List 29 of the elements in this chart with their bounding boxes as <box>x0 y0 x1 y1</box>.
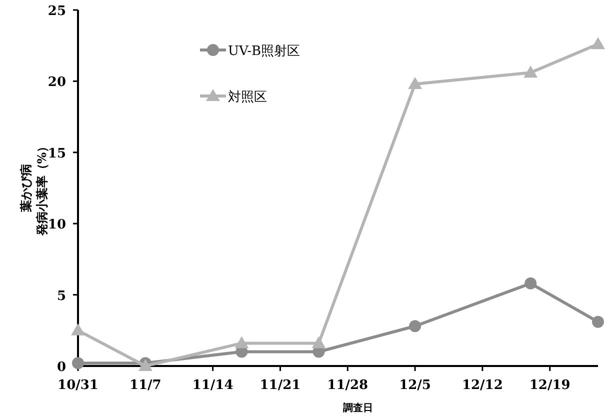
text: 発病小葉率（%） <box>35 140 49 236</box>
point <box>591 37 605 50</box>
x-tick-label: 11/14 <box>192 378 234 393</box>
x-tick-label: 10/31 <box>58 378 98 393</box>
legend-label: 対照区 <box>228 89 267 105</box>
point <box>409 320 422 332</box>
x-tick-label: 12/5 <box>399 378 431 393</box>
point <box>312 336 326 348</box>
point <box>592 316 604 328</box>
y-tick-label: 25 <box>48 4 66 19</box>
point <box>408 77 422 90</box>
point <box>72 357 84 370</box>
y-tick-label: 5 <box>56 288 66 304</box>
y-tick-label: 20 <box>48 75 66 90</box>
point <box>71 323 85 336</box>
y-tick-label: 0 <box>56 360 66 375</box>
y-tick-label: 15 <box>48 146 66 162</box>
x-tick-label: 12/12 <box>462 378 503 393</box>
point <box>524 277 537 290</box>
y-tick-label: 10 <box>48 218 66 233</box>
legend-label: UV-B照射区 <box>228 44 300 59</box>
x-tick-label: 11/21 <box>260 378 301 393</box>
x-tick-label: 11/28 <box>327 378 368 393</box>
point <box>234 336 249 348</box>
text: 葉かび病 <box>19 164 33 212</box>
x-tick-label: 11/7 <box>129 378 162 393</box>
point <box>524 66 538 78</box>
x-axis-title: 調査日 <box>342 402 373 414</box>
x-tick-label: 12/19 <box>529 378 570 393</box>
